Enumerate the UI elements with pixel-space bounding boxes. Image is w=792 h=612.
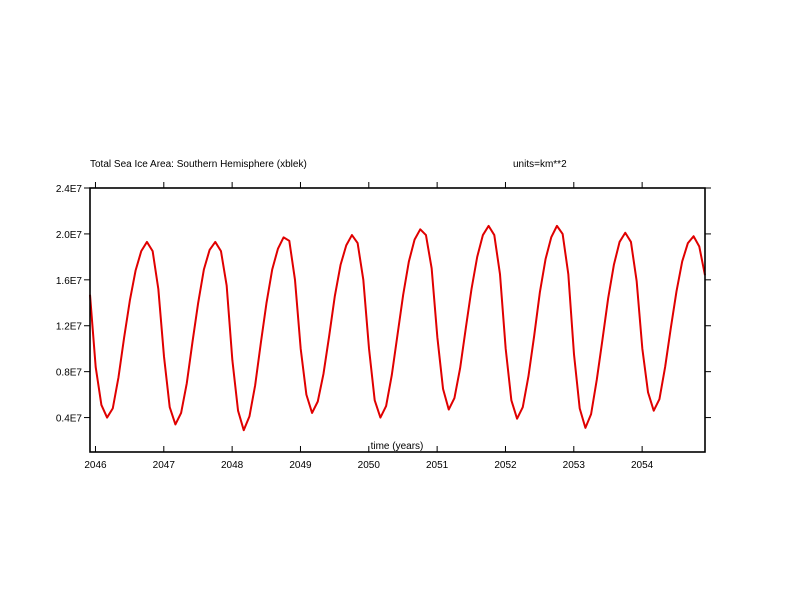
- series-line: [89, 224, 706, 432]
- y-tick-label: 1.2E7: [56, 322, 83, 333]
- y-tick-label: 0.4E7: [56, 414, 83, 425]
- y-tick-label: 1.6E7: [56, 276, 83, 287]
- plot-frame: [89, 187, 706, 453]
- x-tick-label: 2051: [426, 460, 449, 471]
- y-tick-label: 2.0E7: [56, 230, 83, 241]
- x-axis-label: time (years): [371, 441, 424, 452]
- x-tick-label: 2048: [221, 460, 244, 471]
- x-tick-label: 2053: [563, 460, 586, 471]
- x-tick-label: 2046: [84, 460, 107, 471]
- chart-title: Total Sea Ice Area: Southern Hemisphere …: [90, 159, 307, 170]
- axes-group: 2046 2047 2048 2049 2050 2051 2052 2053 2054 0.4E…: [56, 182, 711, 471]
- y-tick-label: 2.4E7: [56, 184, 83, 195]
- x-tick-label: 2052: [494, 460, 517, 471]
- x-tick-label: 2047: [153, 460, 176, 471]
- x-tick-label: 2054: [631, 460, 654, 471]
- x-tick-label: 2050: [358, 460, 381, 471]
- x-tick-label: 2049: [289, 460, 312, 471]
- plot-area: [89, 224, 706, 432]
- units-label: units=km**2: [513, 159, 567, 170]
- y-tick-label: 0.8E7: [56, 368, 83, 379]
